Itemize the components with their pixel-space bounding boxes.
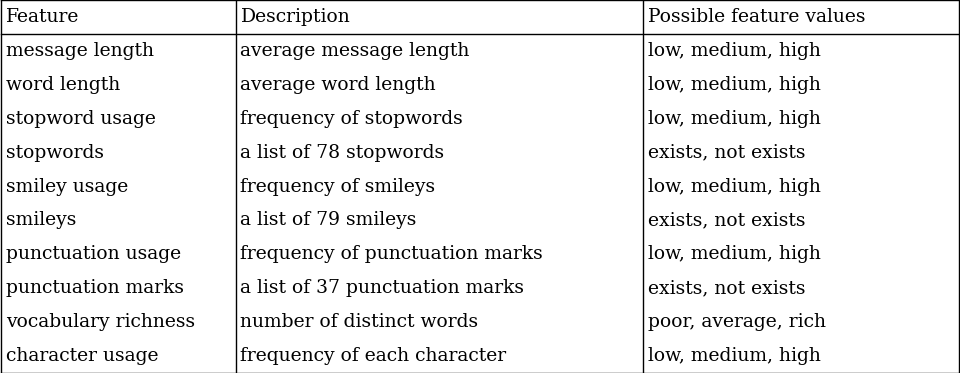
Text: a list of 78 stopwords: a list of 78 stopwords [241,144,444,162]
Text: a list of 37 punctuation marks: a list of 37 punctuation marks [241,279,524,297]
Text: exists, not exists: exists, not exists [648,279,805,297]
Text: word length: word length [6,76,120,94]
Text: low, medium, high: low, medium, high [648,178,821,195]
Text: low, medium, high: low, medium, high [648,76,821,94]
Text: low, medium, high: low, medium, high [648,347,821,365]
Text: stopwords: stopwords [6,144,104,162]
Text: exists, not exists: exists, not exists [648,211,805,229]
Text: frequency of smileys: frequency of smileys [241,178,436,195]
Text: number of distinct words: number of distinct words [241,313,479,331]
Text: vocabulary richness: vocabulary richness [6,313,195,331]
Text: a list of 79 smileys: a list of 79 smileys [241,211,417,229]
Text: Feature: Feature [6,8,79,26]
Text: Possible feature values: Possible feature values [648,8,865,26]
Text: low, medium, high: low, medium, high [648,245,821,263]
Text: frequency of stopwords: frequency of stopwords [241,110,464,128]
Text: exists, not exists: exists, not exists [648,144,805,162]
Text: frequency of each character: frequency of each character [241,347,507,365]
Text: average word length: average word length [241,76,436,94]
Text: smileys: smileys [6,211,76,229]
Text: low, medium, high: low, medium, high [648,42,821,60]
Text: Description: Description [241,8,350,26]
Text: stopword usage: stopword usage [6,110,156,128]
Text: average message length: average message length [241,42,469,60]
Text: frequency of punctuation marks: frequency of punctuation marks [241,245,543,263]
Text: low, medium, high: low, medium, high [648,110,821,128]
Text: character usage: character usage [6,347,158,365]
Text: smiley usage: smiley usage [6,178,128,195]
Text: punctuation usage: punctuation usage [6,245,180,263]
Text: punctuation marks: punctuation marks [6,279,183,297]
Text: message length: message length [6,42,154,60]
Text: poor, average, rich: poor, average, rich [648,313,826,331]
